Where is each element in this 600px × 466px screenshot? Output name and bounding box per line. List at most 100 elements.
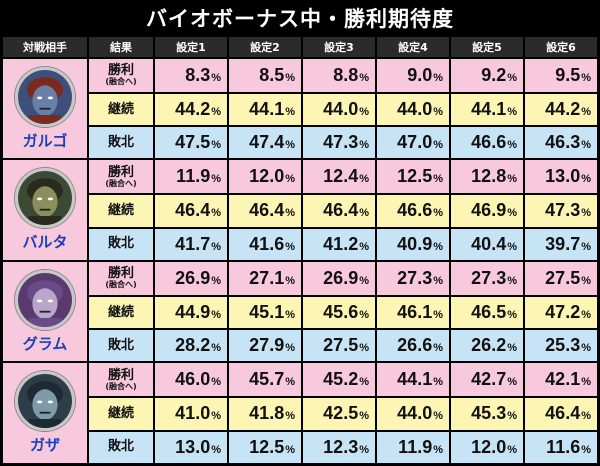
value-number: 28.2 [175, 335, 211, 356]
percent-sign: % [211, 71, 221, 84]
value-number: 26.2 [471, 335, 507, 356]
value-number: 45.1 [249, 301, 285, 322]
percent-sign: % [359, 240, 369, 253]
percent-sign: % [507, 173, 517, 186]
value-cell-setting-3: 12.3% [303, 431, 375, 463]
result-label-sub: (融合へ) [105, 178, 137, 188]
value-number: 9.2 [481, 64, 507, 85]
value-number: 25.3 [545, 335, 581, 356]
value-number: 41.2 [323, 233, 359, 254]
percent-sign: % [285, 207, 295, 220]
percent-sign: % [507, 139, 517, 152]
win-row: ガザ 勝利 (融合へ) 46.0% 45.7% 45.2% 44.1% 42.7% 42.1% [3, 363, 597, 463]
value-cell-setting-6: 46.4% [525, 398, 597, 430]
value-cell-setting-5: 40.4% [451, 228, 523, 260]
value-number: 41.8 [249, 403, 285, 424]
percent-sign: % [359, 173, 369, 186]
percent-sign: % [581, 106, 591, 118]
result-label: 勝利 (融合へ) [89, 59, 153, 92]
result-label-text: 敗北 [107, 135, 134, 150]
header-setting-1: 設定1 [155, 37, 227, 57]
value-cell-setting-1: 11.9% [155, 160, 227, 194]
percent-sign: % [433, 240, 443, 253]
percent-sign: % [285, 274, 295, 287]
value-number: 42.7 [471, 369, 507, 390]
value-number: 45.3 [471, 403, 507, 424]
baruta-portrait-icon [15, 168, 75, 229]
percent-sign: % [359, 207, 369, 220]
value-number: 13.0 [175, 436, 211, 457]
percent-sign: % [433, 207, 443, 220]
value-cell-setting-1: 8.3% [155, 59, 227, 92]
value-number: 9.5 [555, 64, 581, 85]
value-number: 12.0 [249, 166, 285, 187]
value-number: 8.3 [185, 64, 211, 85]
value-number: 46.6 [397, 200, 433, 221]
value-cell-setting-6: 27.5% [525, 261, 597, 295]
win-row: ガルゴ 勝利 (融合へ) 8.3% 8.5% 8.8% 9.0% 9.2% 9.5% [3, 59, 597, 159]
percent-sign: % [359, 139, 369, 152]
percent-sign: % [359, 106, 369, 118]
value-number: 27.1 [249, 267, 285, 288]
lose-row: 敗北 13.0% 12.5% 12.3% 11.9% 12.0% 11.6% [3, 431, 597, 463]
value-number: 46.4 [249, 200, 285, 221]
result-label-text: 勝利 [107, 367, 134, 383]
percent-sign: % [507, 376, 517, 389]
header-row: 対戦相手 結果 設定1 設定2 設定3 設定4 設定5 設定6 [3, 37, 597, 57]
value-cell-setting-1: 41.7% [155, 228, 227, 260]
value-number: 47.4 [249, 132, 285, 153]
value-number: 47.2 [545, 301, 581, 322]
value-number: 9.0 [407, 64, 433, 85]
value-number: 44.2 [545, 99, 581, 119]
value-number: 44.0 [397, 403, 433, 424]
value-number: 45.7 [249, 369, 285, 390]
continue-row: 継続 44.9% 45.1% 45.6% 46.1% 46.5% 47.2% [3, 296, 597, 329]
percent-sign: % [581, 240, 591, 253]
value-number: 26.9 [175, 267, 211, 288]
percent-sign: % [581, 308, 591, 321]
value-cell-setting-3: 46.4% [303, 195, 375, 227]
value-cell-setting-6: 25.3% [525, 330, 597, 362]
result-label: 勝利 (融合へ) [89, 261, 153, 295]
opponent-name: ガルゴ [22, 131, 68, 150]
percent-sign: % [285, 376, 295, 389]
percent-sign: % [211, 443, 221, 456]
result-label-text: 継続 [107, 406, 134, 422]
win-row: バルタ 勝利 (融合へ) 11.9% 12.0% 12.4% 12.5% 12.8% 13.0% [3, 160, 597, 260]
percent-sign: % [285, 173, 295, 186]
opponent-name: グラム [22, 334, 68, 353]
result-label-text: 敗北 [107, 236, 134, 252]
result-label-text: 敗北 [107, 337, 134, 353]
value-cell-setting-1: 44.2% [155, 93, 227, 126]
percent-sign: % [507, 308, 517, 321]
percent-sign: % [433, 71, 443, 84]
percent-sign: % [359, 308, 369, 321]
percent-sign: % [211, 410, 221, 423]
opponent-name: ガザ [29, 436, 60, 455]
value-number: 26.9 [323, 267, 359, 288]
value-number: 12.3 [323, 436, 359, 457]
value-cell-setting-6: 9.5% [525, 59, 597, 92]
value-cell-setting-5: 42.7% [451, 363, 523, 397]
value-number: 44.2 [175, 99, 211, 119]
percent-sign: % [285, 71, 295, 84]
percent-sign: % [211, 106, 221, 118]
value-number: 8.5 [259, 64, 285, 85]
header-setting-4: 設定4 [377, 37, 449, 57]
value-number: 46.4 [545, 403, 581, 424]
value-number: 45.6 [323, 301, 359, 322]
value-number: 27.3 [471, 267, 507, 288]
result-label: 勝利 (融合へ) [89, 363, 153, 397]
percent-sign: % [433, 139, 443, 152]
result-label-sub: (融合へ) [105, 77, 137, 87]
value-number: 46.0 [175, 369, 211, 390]
header-setting-2: 設定2 [229, 37, 301, 57]
percent-sign: % [507, 106, 517, 118]
percent-sign: % [359, 71, 369, 84]
opponent-cell: グラム [3, 261, 87, 362]
result-label: 敗北 [89, 431, 153, 463]
header-setting-5: 設定5 [451, 37, 523, 57]
value-number: 41.7 [175, 233, 211, 254]
value-cell-setting-2: 41.8% [229, 398, 301, 430]
value-cell-setting-2: 44.1% [229, 93, 301, 126]
